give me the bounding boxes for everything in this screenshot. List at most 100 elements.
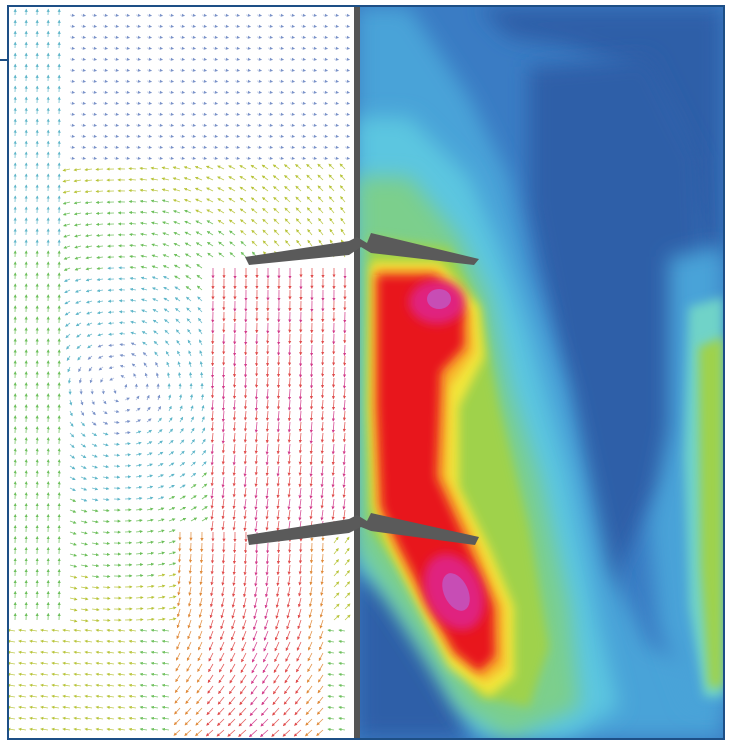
velocity-vector <box>114 147 119 148</box>
velocity-vector <box>311 510 312 519</box>
velocity-vector <box>289 576 291 585</box>
velocity-vector <box>129 718 136 719</box>
velocity-vector <box>310 587 312 596</box>
velocity-vector <box>235 59 240 60</box>
velocity-vector <box>130 300 136 301</box>
velocity-vector <box>92 598 99 599</box>
velocity-vector <box>274 230 279 235</box>
velocity-vector <box>246 103 251 104</box>
velocity-vector <box>158 541 164 543</box>
velocity-vector <box>213 26 218 27</box>
velocity-vector <box>129 729 136 730</box>
velocity-vector <box>267 455 268 465</box>
velocity-vector <box>243 620 246 629</box>
velocity-vector <box>341 218 345 224</box>
velocity-vector <box>289 466 290 476</box>
velocity-vector <box>268 92 273 93</box>
velocity-vector <box>19 685 26 686</box>
velocity-vector <box>308 642 312 650</box>
velocity-vector <box>81 444 86 447</box>
velocity-vector <box>242 642 246 651</box>
velocity-vector <box>218 177 224 180</box>
velocity-vector <box>81 70 86 71</box>
velocity-vector <box>296 219 301 224</box>
velocity-vector <box>118 652 125 653</box>
velocity-vector <box>339 696 345 697</box>
velocity-vector <box>224 81 229 82</box>
velocity-vector <box>344 488 345 498</box>
velocity-vector <box>297 653 301 661</box>
velocity-vector <box>81 609 88 610</box>
velocity-vector <box>234 400 235 410</box>
velocity-vector <box>213 103 218 104</box>
velocity-vector <box>107 707 114 708</box>
velocity-vector <box>70 158 75 159</box>
velocity-vector <box>312 59 317 60</box>
velocity-vector <box>103 422 108 424</box>
velocity-vector <box>257 48 262 49</box>
velocity-vector <box>9 729 15 730</box>
velocity-vector <box>169 147 174 148</box>
velocity-vector <box>290 92 295 93</box>
velocity-vector <box>212 499 213 508</box>
velocity-vector <box>212 510 213 519</box>
velocity-vector <box>235 345 236 356</box>
velocity-vector <box>198 318 202 323</box>
velocity-vector <box>246 158 251 159</box>
velocity-vector <box>99 367 103 370</box>
velocity-vector <box>199 631 202 639</box>
velocity-vector <box>251 675 257 684</box>
velocity-vector <box>185 254 191 257</box>
velocity-vector <box>151 201 158 202</box>
velocity-vector <box>212 444 213 454</box>
velocity-vector <box>70 114 75 115</box>
velocity-vector <box>333 499 334 509</box>
velocity-vector <box>212 477 213 486</box>
velocity-vector <box>300 378 301 387</box>
velocity-vector <box>240 220 246 224</box>
velocity-vector <box>229 697 235 705</box>
velocity-vector <box>278 455 279 464</box>
velocity-vector <box>63 718 70 719</box>
velocity-vector <box>185 200 192 203</box>
velocity-vector <box>311 576 312 585</box>
velocity-vector <box>140 674 147 675</box>
velocity-vector <box>158 553 165 555</box>
velocity-vector <box>81 543 87 545</box>
velocity-vector <box>180 518 186 521</box>
velocity-vector <box>345 604 350 609</box>
velocity-vector <box>169 125 174 126</box>
velocity-vector <box>289 510 290 520</box>
velocity-vector <box>191 114 196 115</box>
velocity-vector <box>141 223 148 224</box>
velocity-vector <box>63 169 70 171</box>
velocity-vector <box>274 241 279 246</box>
velocity-vector <box>312 26 317 27</box>
velocity-vector <box>184 178 191 180</box>
velocity-vector <box>321 598 323 606</box>
velocity-vector <box>168 373 169 378</box>
velocity-vector <box>202 114 207 115</box>
velocity-vector <box>209 653 213 661</box>
velocity-vector <box>334 114 339 115</box>
velocity-vector <box>107 641 114 642</box>
velocity-vector <box>86 246 92 247</box>
velocity-vector <box>74 718 81 719</box>
velocity-vector <box>184 167 191 169</box>
velocity-vector <box>179 576 180 584</box>
velocity-vector <box>140 707 147 708</box>
velocity-vector <box>295 719 302 726</box>
velocity-vector <box>188 631 191 639</box>
velocity-vector <box>70 70 75 71</box>
velocity-vector <box>267 554 268 564</box>
velocity-vector <box>158 407 161 412</box>
velocity-vector <box>41 674 48 675</box>
velocity-vector <box>136 420 141 422</box>
velocity-vector <box>52 641 59 642</box>
velocity-vector <box>279 158 284 159</box>
velocity-vector <box>301 92 306 93</box>
velocity-vector <box>154 331 158 334</box>
velocity-vector <box>279 48 284 49</box>
velocity-vector <box>334 356 335 365</box>
velocity-vector <box>252 664 257 673</box>
